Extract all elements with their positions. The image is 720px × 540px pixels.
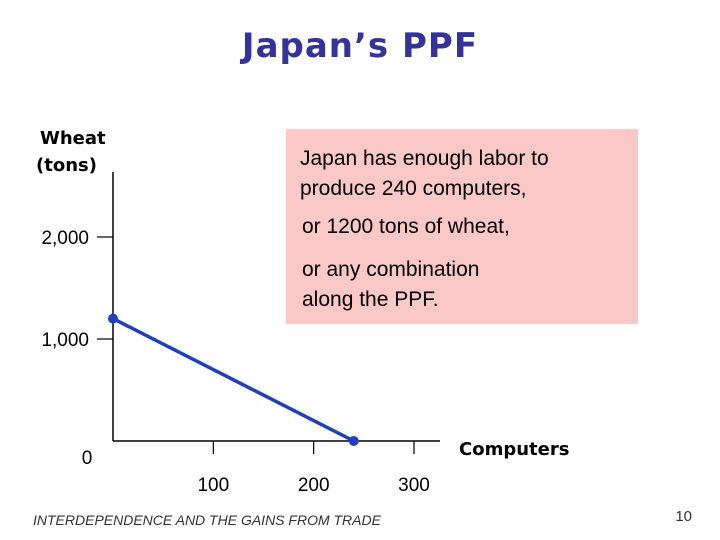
ppf-point-1 bbox=[348, 436, 359, 446]
callout-line-3: or any combination along the PPF. bbox=[302, 258, 480, 311]
y-axis-label: Wheat (tons) bbox=[36, 128, 106, 176]
slide-title: Japan’s PPF bbox=[241, 26, 479, 66]
page-number: 10 bbox=[675, 508, 692, 525]
callout-box: Japan has enough labor to produce 240 co… bbox=[286, 129, 638, 324]
callout-line-2: or 1200 tons of wheat, bbox=[302, 215, 510, 238]
x-tick-label-300: 300 bbox=[398, 475, 430, 496]
y-tick-label-2000: 2,000 bbox=[41, 228, 89, 249]
footer-text: INTERDEPENDENCE AND THE GAINS FROM TRADE bbox=[33, 512, 381, 528]
ppf-line-segment bbox=[111, 316, 356, 443]
callout-line-1: Japan has enough labor to produce 240 co… bbox=[300, 147, 549, 200]
origin-label: 0 bbox=[82, 448, 93, 469]
y-tick-label-1000: 1,000 bbox=[41, 330, 89, 351]
x-tick-label-100: 100 bbox=[197, 475, 229, 496]
ppf-point-0 bbox=[108, 313, 118, 324]
x-axis-label: Computers bbox=[459, 439, 569, 460]
x-tick-label-200: 200 bbox=[298, 475, 330, 496]
